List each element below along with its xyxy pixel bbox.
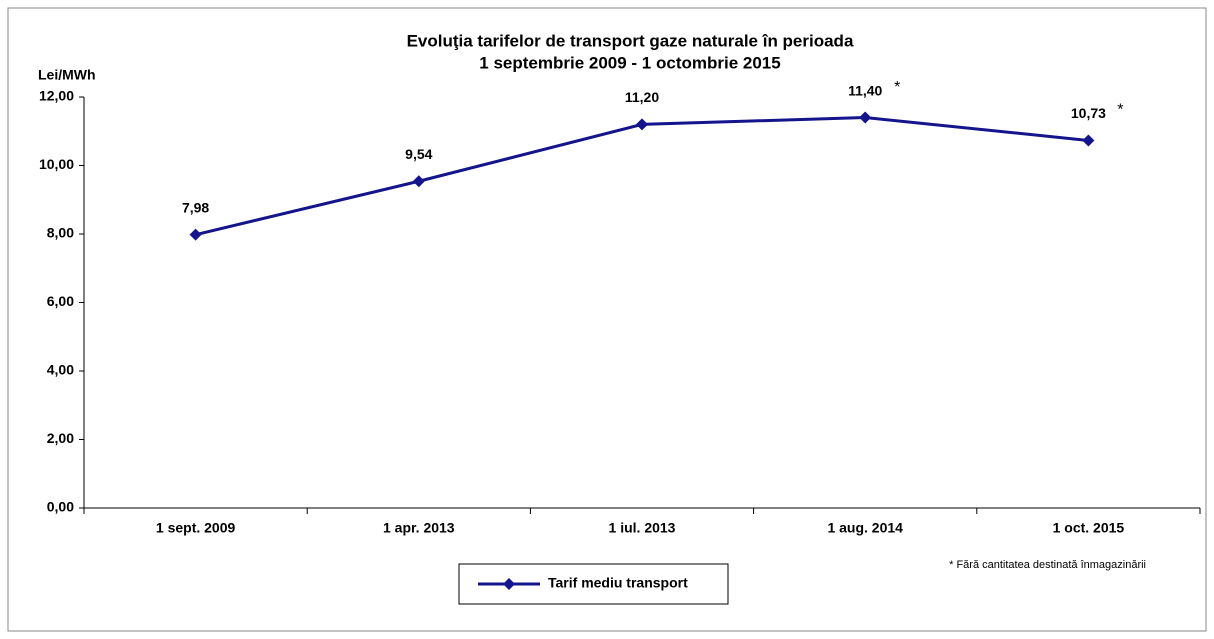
marker: [412, 175, 425, 188]
y-tick-label: 8,00: [47, 225, 74, 241]
marker: [859, 111, 872, 124]
y-tick-label: 6,00: [47, 293, 74, 309]
chart-title: Evoluţia tarifelor de transport gaze nat…: [407, 31, 854, 50]
marker: [1082, 134, 1095, 147]
data-label: 10,73: [1071, 105, 1106, 121]
x-tick-label: 1 sept. 2009: [156, 520, 236, 536]
x-tick-label: 1 oct. 2015: [1053, 520, 1125, 536]
marker: [636, 118, 648, 131]
marker: [189, 228, 202, 241]
legend-label: Tarif mediu transport: [548, 575, 688, 591]
x-tick-label: 1 aug. 2014: [827, 520, 903, 536]
legend-marker: [503, 578, 515, 590]
x-tick-label: 1 iul. 2013: [609, 520, 676, 536]
data-label: 11,40: [848, 82, 882, 98]
y-tick-label: 12,00: [39, 88, 74, 104]
chart-title: 1 septembrie 2009 - 1 octombrie 2015: [479, 53, 780, 72]
chart-border: [7, 7, 1207, 632]
y-tick-label: 4,00: [47, 362, 74, 378]
data-label: 11,20: [625, 89, 659, 105]
footnote: * Fără cantitatea destinată înmagazinări…: [949, 559, 1146, 571]
data-label-note: *: [894, 79, 900, 96]
y-tick-label: 10,00: [39, 156, 74, 172]
data-label-note: *: [1117, 102, 1123, 119]
y-tick-label: 2,00: [47, 430, 74, 446]
x-tick-label: 1 apr. 2013: [383, 520, 455, 536]
data-label: 7,98: [182, 199, 209, 215]
y-tick-label: 0,00: [47, 499, 74, 515]
data-label: 9,54: [405, 146, 432, 162]
y-axis-label: Lei/MWh: [38, 67, 96, 83]
